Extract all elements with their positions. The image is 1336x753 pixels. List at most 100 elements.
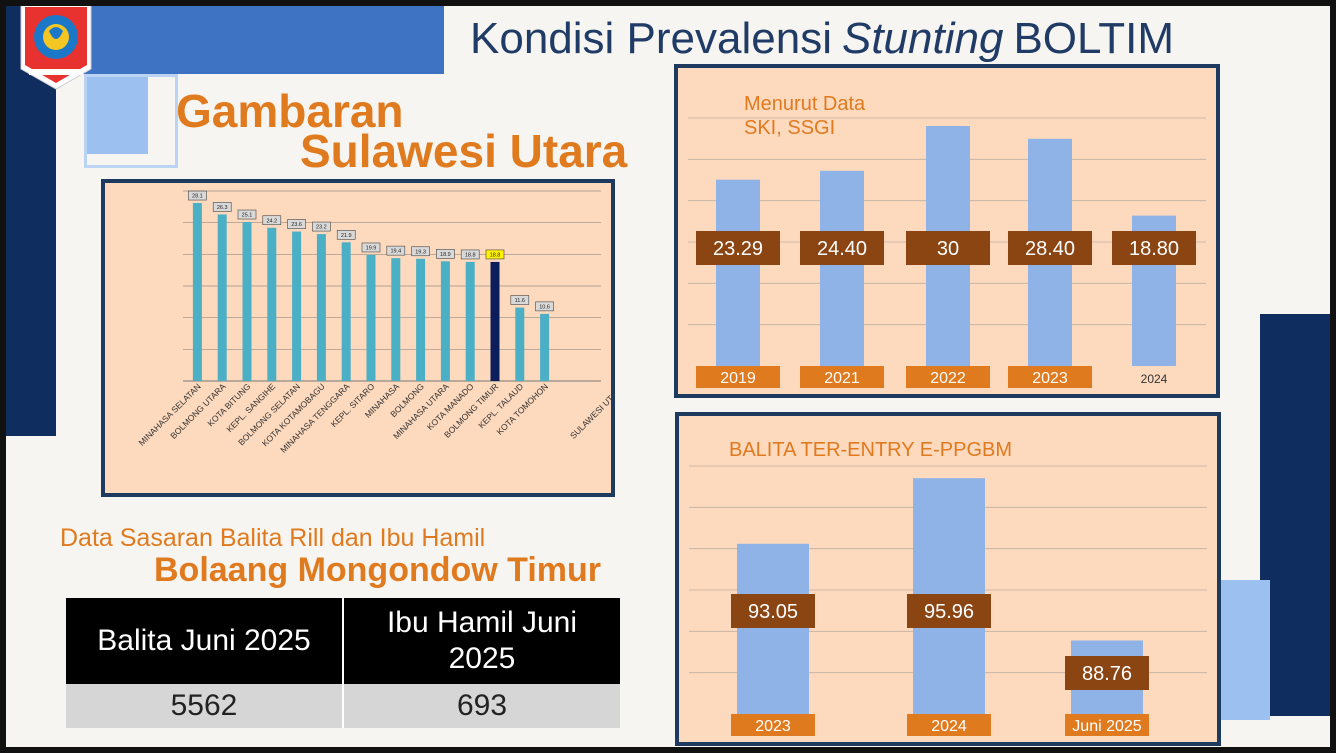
category-pill xyxy=(1065,714,1149,736)
data-label-box xyxy=(188,190,207,201)
data-label-box xyxy=(287,219,306,229)
chart-title: BALITA TER-ENTRY E-PPGBM xyxy=(729,439,1012,461)
decor-blue-band-right xyxy=(1260,314,1330,716)
chart-title: Menurut Data xyxy=(744,93,866,115)
bar-bolmong xyxy=(416,258,426,381)
value-label-box xyxy=(906,231,990,265)
tick-label: 2021 xyxy=(824,370,860,387)
data-label: 19.3 xyxy=(415,249,426,255)
bar-kota-bitung xyxy=(242,222,252,381)
category-pill xyxy=(906,366,990,388)
title-italic: Stunting xyxy=(841,14,1004,63)
data-label-box xyxy=(510,295,530,305)
data-label: 18.8 xyxy=(465,253,476,259)
data-label-box xyxy=(262,215,282,226)
chart-title: SKI, SSGI xyxy=(744,117,835,139)
targets-region: Bolaang Mongondow Timur xyxy=(154,551,601,589)
targets-value-row: 5562 693 xyxy=(66,684,620,728)
bar-kepl-talaud xyxy=(515,307,525,381)
data-label-box xyxy=(535,301,554,312)
data-label-box xyxy=(460,249,480,260)
value-label-box xyxy=(696,231,780,265)
value-label: 23.29 xyxy=(713,238,763,260)
province-chart-panel: 28.1 MINAHASA SELATAN 26.3 BOLMONG UTARA 25.… xyxy=(101,179,632,497)
tick-label: 2023 xyxy=(1032,370,1068,387)
tick-label: 2024 xyxy=(931,718,967,735)
value-label-box xyxy=(907,594,991,628)
section-title-line1: Gambaran xyxy=(176,85,404,137)
data-label: 10.6 xyxy=(539,304,550,310)
bar-bolmong-utara xyxy=(217,214,227,381)
data-label: 26.3 xyxy=(217,205,228,211)
bar-2021 xyxy=(820,170,864,366)
bar-2023 xyxy=(737,543,809,714)
title-before: Kondisi Prevalensi xyxy=(470,14,832,63)
category-pill xyxy=(696,366,780,388)
value-label: 28.40 xyxy=(1025,238,1075,260)
bar-kota-kotamobagu xyxy=(316,234,326,381)
column-header-ibu-hamil: Ibu Hamil Juni 2025 xyxy=(343,598,620,684)
category-pill xyxy=(1008,366,1092,388)
bar-bolmong-timur xyxy=(490,261,500,381)
targets-subtitle: Data Sasaran Balita Rill dan Ibu Hamil xyxy=(60,524,486,552)
data-label: 23.6 xyxy=(291,222,302,228)
value-label-box xyxy=(800,231,884,265)
decor-blue-outline xyxy=(84,74,178,168)
value-label-box xyxy=(1065,656,1149,690)
bar-kota-tomohon xyxy=(540,313,550,381)
regency-logo xyxy=(20,4,92,90)
data-label: 25.1 xyxy=(242,213,253,219)
value-label: 95.96 xyxy=(924,601,974,623)
tick-label: Juni 2025 xyxy=(1072,718,1141,735)
tick-label: 2019 xyxy=(720,370,756,387)
bar-minahasa-selatan xyxy=(192,203,202,381)
bar-kota-manado xyxy=(465,261,475,381)
section-title-line2: Sulawesi Utara xyxy=(300,125,628,177)
eppgbm-bar-chart: BALITA TER-ENTRY E-PPGBM 93.05 2023 95.96 20… xyxy=(689,439,1207,736)
data-label-box xyxy=(436,249,455,259)
bar-kepl-sangihe xyxy=(267,227,277,381)
value-label-box xyxy=(1008,231,1092,265)
value-label: 24.40 xyxy=(817,238,867,260)
value-ibu-hamil: 693 xyxy=(343,684,620,728)
data-label: 11.6 xyxy=(515,298,525,304)
value-label: 93.05 xyxy=(748,601,798,623)
value-label-box xyxy=(731,594,815,628)
tick-label: SULAWESI UTARA xyxy=(568,381,611,441)
tick-label: 2024 xyxy=(1141,372,1168,386)
bar-minahasa-tenggara xyxy=(341,242,351,381)
targets-header-row: Balita Juni 2025 Ibu Hamil Juni 2025 xyxy=(66,598,620,684)
data-label: 19.9 xyxy=(366,246,377,252)
category-pill xyxy=(731,714,815,736)
bar-kepl-sitaro xyxy=(366,254,376,381)
title-after: BOLTIM xyxy=(1013,14,1174,63)
bar-minahasa-utara xyxy=(440,261,450,381)
data-label: 24.2 xyxy=(266,218,277,224)
value-balita: 5562 xyxy=(66,684,344,728)
category-pill xyxy=(907,714,991,736)
eppgbm-chart-panel: BALITA TER-ENTRY E-PPGBM 93.05 2023 95.96 20… xyxy=(675,412,1221,746)
data-label-box xyxy=(361,242,381,253)
data-label: 28.1 xyxy=(192,194,203,200)
column-header-balita: Balita Juni 2025 xyxy=(66,598,344,684)
category-pill xyxy=(800,366,884,388)
decor-blue-square xyxy=(84,74,148,154)
data-label: 19.4 xyxy=(390,249,401,255)
prevalence-chart-panel: Menurut Data SKI, SSGI 23.29 2019 24.40 2021 3… xyxy=(674,64,1220,398)
targets-table: Balita Juni 2025 Ibu Hamil Juni 2025 556… xyxy=(66,598,620,728)
data-label-box xyxy=(237,209,257,220)
data-label-box xyxy=(411,246,430,257)
value-label: 88.76 xyxy=(1082,663,1132,685)
bar-2019 xyxy=(716,179,760,366)
tick-label: 2023 xyxy=(755,718,791,735)
decor-blue-band-top xyxy=(56,6,444,74)
data-label: 23.2 xyxy=(316,225,327,231)
data-label-box xyxy=(212,202,232,212)
bar-bolmong-selatan xyxy=(292,231,302,381)
data-label: 18.9 xyxy=(440,252,451,258)
value-label-box xyxy=(1112,231,1196,265)
value-label: 30 xyxy=(937,238,959,260)
data-label: 21.9 xyxy=(341,233,352,239)
